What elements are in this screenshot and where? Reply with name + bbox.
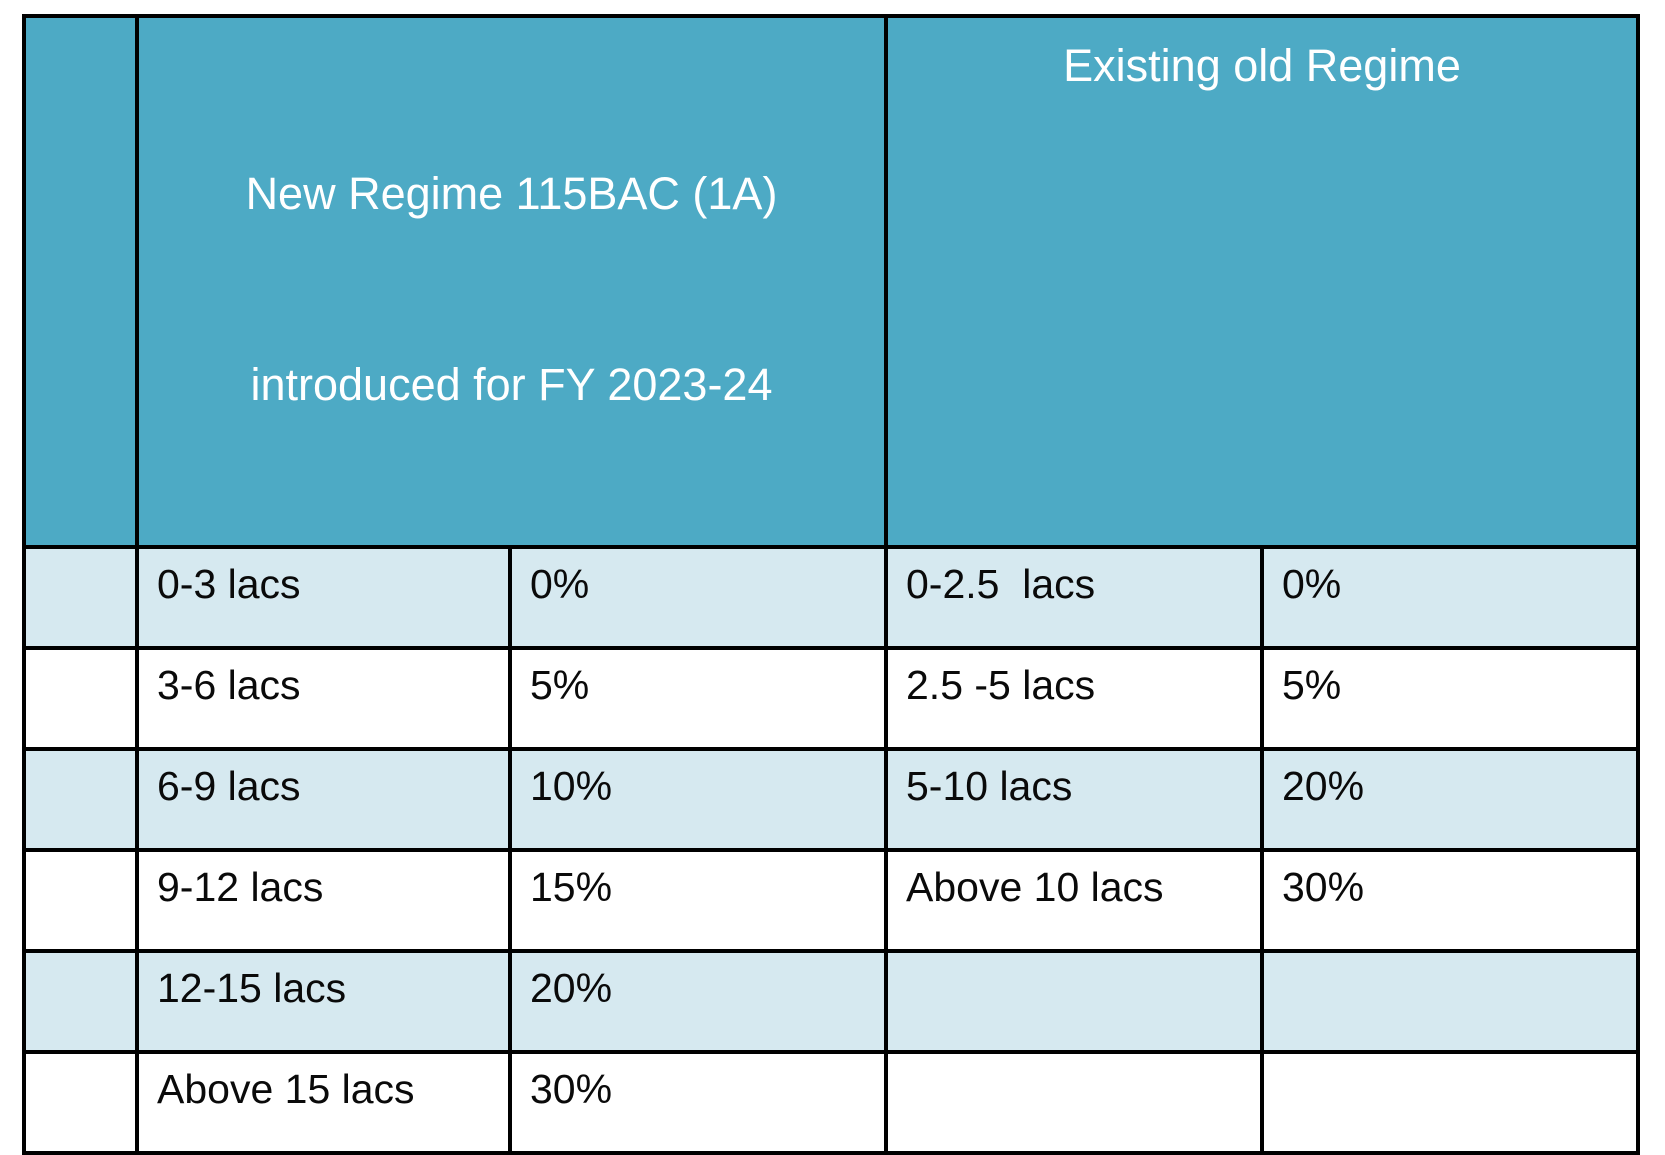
old-rate-cell: 0% [1260, 545, 1640, 651]
old-slab-cell [884, 1050, 1264, 1155]
old-rate-cell: 20% [1260, 747, 1640, 853]
new-rate-cell: 20% [508, 949, 888, 1055]
new-slab-cell: Above 15 lacs [135, 1050, 512, 1155]
table-row: Above 15 lacs 30% [22, 1050, 1640, 1155]
old-rate-cell [1260, 949, 1640, 1055]
new-slab-cell: 9-12 lacs [135, 848, 512, 954]
old-slab-cell: 5-10 lacs [884, 747, 1264, 853]
old-slab-cell: Above 10 lacs [884, 848, 1264, 954]
new-rate-cell: 0% [508, 545, 888, 651]
row-label-cell [22, 747, 139, 853]
row-label-cell [22, 949, 139, 1055]
new-rate-cell: 30% [508, 1050, 888, 1155]
row-label-cell [22, 848, 139, 954]
new-slab-cell: 0-3 lacs [135, 545, 512, 651]
header-new-regime: New Regime 115BAC (1A) introduced for FY… [135, 13, 888, 550]
header-corner-cell [22, 13, 139, 550]
old-slab-cell [884, 949, 1264, 1055]
new-rate-cell: 15% [508, 848, 888, 954]
table-row: 12-15 lacs 20% [22, 949, 1640, 1055]
header-new-regime-line2: introduced for FY 2023-24 [250, 359, 773, 411]
new-rate-cell: 5% [508, 646, 888, 752]
header-new-regime-line1: New Regime 115BAC (1A) [245, 167, 778, 219]
old-slab-cell: 2.5 -5 lacs [884, 646, 1264, 752]
table-row: 6-9 lacs 10% 5-10 lacs 20% [22, 747, 1640, 853]
table-row: 9-12 lacs 15% Above 10 lacs 30% [22, 848, 1640, 954]
new-rate-cell: 10% [508, 747, 888, 853]
old-rate-cell [1260, 1050, 1640, 1155]
header-row: New Regime 115BAC (1A) introduced for FY… [22, 13, 1640, 550]
row-label-cell [22, 1050, 139, 1155]
new-slab-cell: 3-6 lacs [135, 646, 512, 752]
new-slab-cell: 12-15 lacs [135, 949, 512, 1055]
table-row: 3-6 lacs 5% 2.5 -5 lacs 5% [22, 646, 1640, 752]
old-rate-cell: 5% [1260, 646, 1640, 752]
tax-comparison-table: New Regime 115BAC (1A) introduced for FY… [22, 13, 1640, 1155]
header-old-regime: Existing old Regime [884, 13, 1640, 550]
row-label-cell [22, 545, 139, 651]
row-label-cell [22, 646, 139, 752]
new-slab-cell: 6-9 lacs [135, 747, 512, 853]
page: New Regime 115BAC (1A) introduced for FY… [22, 13, 1640, 1155]
old-slab-cell: 0-2.5 lacs [884, 545, 1264, 651]
table-row: 0-3 lacs 0% 0-2.5 lacs 0% [22, 545, 1640, 651]
old-rate-cell: 30% [1260, 848, 1640, 954]
